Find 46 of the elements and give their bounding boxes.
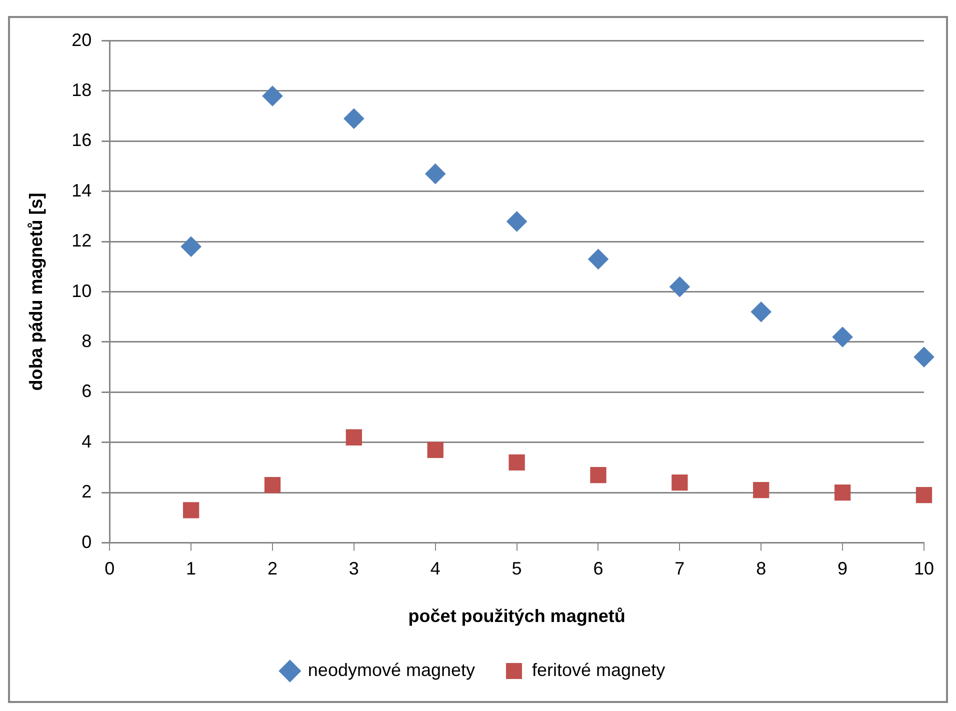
point xyxy=(672,474,688,491)
point xyxy=(670,276,690,297)
x-tick-label: 0 xyxy=(104,558,115,579)
point xyxy=(590,466,606,484)
point xyxy=(753,482,770,498)
legend-label: feritové magnety xyxy=(532,660,666,680)
x-tick-label: 1 xyxy=(186,558,196,579)
y-tick-label: 4 xyxy=(82,431,92,452)
y-tick-label: 0 xyxy=(82,532,92,552)
y-tick-label: 8 xyxy=(82,330,92,351)
point xyxy=(262,86,282,106)
point xyxy=(832,326,853,347)
y-tick-label: 20 xyxy=(72,30,92,50)
x-tick-label: 8 xyxy=(756,558,766,579)
point xyxy=(182,502,200,518)
y-tick-label: 12 xyxy=(72,230,92,251)
y-tick-label: 2 xyxy=(82,482,92,502)
point xyxy=(346,429,362,446)
x-tick-label: 7 xyxy=(674,558,685,579)
y-tick-label: 18 xyxy=(72,80,92,100)
point xyxy=(834,484,851,501)
point xyxy=(916,487,932,504)
point xyxy=(914,347,934,368)
x-tick-label: 10 xyxy=(914,558,934,579)
y-tick-label: 16 xyxy=(72,130,92,150)
y-axis-title: doba pádu magnetů [s] xyxy=(26,192,46,391)
x-tick-label: 5 xyxy=(512,558,522,579)
point xyxy=(181,236,202,257)
point xyxy=(264,477,281,494)
point xyxy=(425,164,446,184)
x-tick-label: 6 xyxy=(593,558,604,579)
y-tick-label: 14 xyxy=(72,180,92,200)
point xyxy=(508,454,525,471)
y-tick-label: 10 xyxy=(72,280,92,301)
point xyxy=(344,108,364,129)
x-tick-label: 4 xyxy=(430,558,440,579)
point xyxy=(751,302,772,322)
legend-label: neodymové magnety xyxy=(308,660,476,680)
point xyxy=(506,212,527,232)
x-tick-label: 3 xyxy=(348,558,359,579)
x-tick-label: 2 xyxy=(267,558,278,579)
y-tick-label: 6 xyxy=(82,381,92,402)
point xyxy=(427,442,444,458)
x-tick-label: 9 xyxy=(838,558,848,579)
x-axis-title: počet použitých magnetů xyxy=(408,606,626,626)
point xyxy=(588,249,608,270)
